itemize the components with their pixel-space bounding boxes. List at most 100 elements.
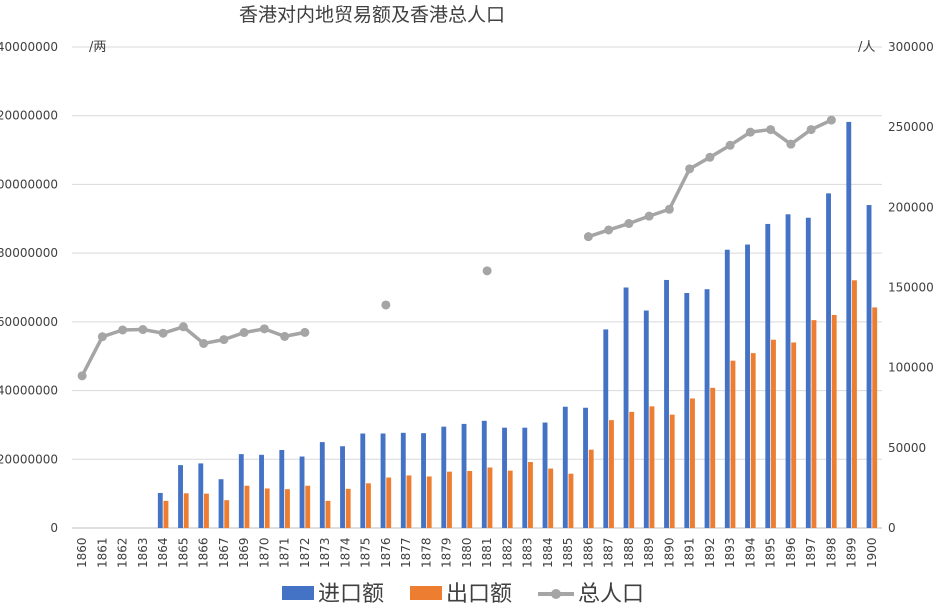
bar-exports xyxy=(730,360,736,528)
x-tick-label: 1865 xyxy=(176,537,190,568)
bar-exports xyxy=(244,485,250,528)
y-right-tick-label: 250000 xyxy=(888,120,934,134)
population-point xyxy=(178,322,188,332)
x-tick-label: 1861 xyxy=(95,537,109,568)
bar-imports xyxy=(441,426,447,528)
x-tick-label: 1883 xyxy=(521,537,535,568)
x-tick-label: 1876 xyxy=(379,537,393,568)
population-point xyxy=(806,125,816,135)
y-axis-left: 0 20000000 40000000 60000000 80000000 1000000… xyxy=(0,40,58,535)
bar-exports xyxy=(285,489,290,528)
x-tick-label: 1892 xyxy=(703,537,717,568)
x-tick-label: 1864 xyxy=(156,537,170,568)
population-point xyxy=(381,300,391,310)
x-tick-label: 1867 xyxy=(217,537,231,568)
x-tick-label: 1889 xyxy=(642,537,656,568)
population-point xyxy=(97,332,107,342)
x-tick-label: 1877 xyxy=(399,537,413,568)
bar-exports xyxy=(224,500,230,528)
population-point xyxy=(77,371,87,381)
x-tick-label: 1870 xyxy=(257,537,271,568)
y-left-tick-label: 40000000 xyxy=(0,384,58,398)
population-point xyxy=(604,225,614,235)
population-point xyxy=(624,219,634,229)
bar-imports xyxy=(157,492,163,528)
x-tick-label: 1881 xyxy=(480,537,494,568)
y-left-unit: /两 xyxy=(89,40,106,55)
bar-exports xyxy=(183,493,189,528)
population-point xyxy=(583,232,593,242)
bar-imports xyxy=(866,205,872,529)
population-line xyxy=(77,115,836,381)
x-tick-label: 1886 xyxy=(581,537,595,568)
y-left-tick-label: 100000000 xyxy=(0,177,58,191)
x-tick-label: 1873 xyxy=(318,537,332,568)
x-tick-label: 1874 xyxy=(338,537,352,568)
legend-swatch-imports xyxy=(282,586,314,600)
x-tick-label: 1893 xyxy=(723,537,737,568)
bar-marks xyxy=(157,121,878,529)
y-left-tick-label: 140000000 xyxy=(0,40,58,54)
bar-exports xyxy=(426,476,432,528)
population-point xyxy=(259,324,269,334)
bar-imports xyxy=(562,406,568,528)
x-tick-label: 1866 xyxy=(197,537,211,568)
x-tick-label: 1895 xyxy=(764,537,778,568)
population-point xyxy=(138,325,148,335)
bar-exports xyxy=(609,420,614,528)
bar-imports xyxy=(542,422,548,528)
population-point xyxy=(644,211,654,221)
bar-exports xyxy=(811,320,817,528)
x-tick-label: 1890 xyxy=(662,537,676,568)
bar-exports xyxy=(629,411,635,528)
population-point xyxy=(482,266,492,276)
x-tick-label: 1860 xyxy=(75,537,89,568)
x-tick-label: 1875 xyxy=(359,537,373,568)
population-point xyxy=(280,331,290,341)
bar-exports xyxy=(366,483,371,528)
population-point xyxy=(219,335,229,345)
x-tick-label: 1869 xyxy=(237,537,251,568)
bar-imports xyxy=(623,287,629,528)
bar-exports xyxy=(386,477,392,528)
bar-imports xyxy=(461,423,467,528)
x-tick-label: 1898 xyxy=(824,537,838,568)
bar-imports xyxy=(704,289,710,528)
x-tick-label: 1880 xyxy=(460,537,474,568)
x-axis: 1860 1861 1862 1863 1864 1865 1866 1867 1869 1870… xyxy=(75,537,879,568)
y-right-tick-label: 150000 xyxy=(888,281,934,295)
y-right-tick-label: 100000 xyxy=(888,361,934,375)
legend: 进口额 出口额 总人口 xyxy=(282,582,644,607)
bar-imports xyxy=(218,479,224,528)
x-tick-label: 1884 xyxy=(541,537,555,568)
x-tick-label: 1863 xyxy=(136,537,150,568)
bar-imports xyxy=(502,427,507,528)
x-tick-label: 1897 xyxy=(804,537,818,568)
bar-imports xyxy=(805,217,811,528)
bar-exports xyxy=(548,468,554,528)
bar-exports xyxy=(406,475,412,528)
x-tick-label: 1879 xyxy=(440,537,454,568)
population-point xyxy=(300,327,310,337)
bar-imports xyxy=(299,456,305,528)
bar-imports xyxy=(846,121,852,529)
bar-imports xyxy=(481,420,487,528)
bar-exports xyxy=(264,488,270,528)
bar-imports xyxy=(826,193,831,528)
population-point xyxy=(158,328,168,338)
x-tick-label: 1878 xyxy=(419,537,433,568)
x-tick-label: 1871 xyxy=(278,537,292,568)
bar-exports xyxy=(325,500,331,528)
population-point xyxy=(745,127,755,137)
bar-exports xyxy=(163,500,169,528)
bar-imports xyxy=(279,450,285,528)
y-right-tick-label: 200000 xyxy=(888,200,934,214)
x-tick-label: 1887 xyxy=(602,537,616,568)
legend-marker-population xyxy=(551,589,561,599)
population-point xyxy=(826,115,836,125)
population-line-segment xyxy=(587,118,833,239)
legend-label-imports: 进口额 xyxy=(318,582,384,607)
bar-imports xyxy=(319,442,325,528)
bar-imports xyxy=(785,214,791,529)
population-line-segment xyxy=(80,325,306,377)
